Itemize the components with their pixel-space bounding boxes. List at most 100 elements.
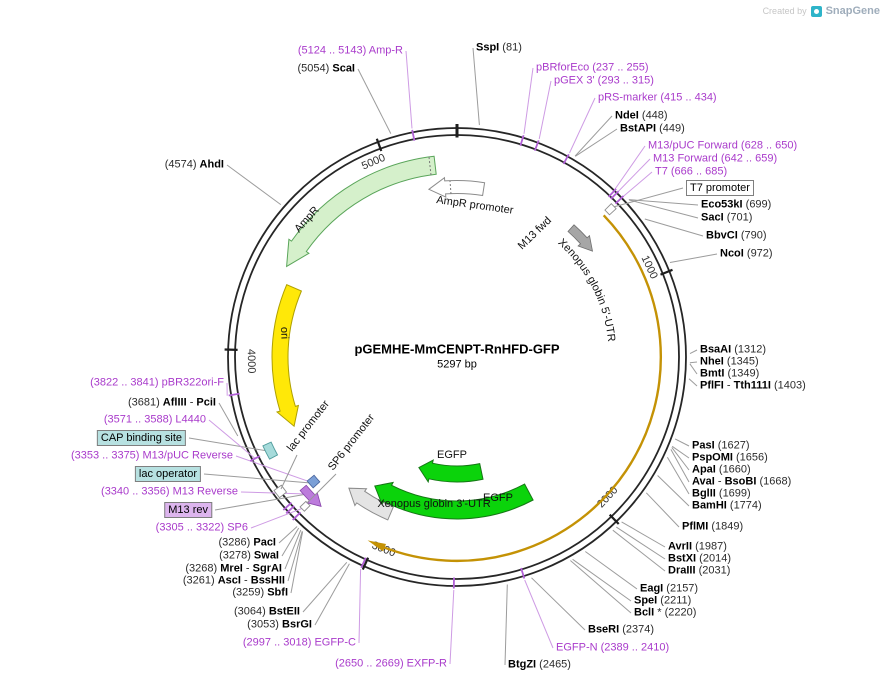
callout-line [405,50,413,129]
ampr-boundary-dash [428,156,432,176]
lac-operator-mark [306,474,321,489]
callout-line [689,349,698,355]
callout-line [689,363,698,375]
callout-line [574,115,613,157]
plasmid-name: pGEMHE-MmCENPT-RnHFD-GFP [354,341,560,357]
callout-line [674,438,690,447]
callout-line [281,527,300,557]
callout-line [688,378,698,387]
primer-site-tick [533,140,540,152]
callout-line [358,569,362,644]
cap-binding-site-mark [262,441,279,460]
callout-line [671,445,690,459]
callout-line [570,560,632,614]
primer-site-tick [249,455,261,462]
ampr-arrow [286,155,437,268]
primer-site-tick [228,392,240,397]
created-by-text: Created by [762,6,807,16]
transcript-arc [380,214,663,563]
callout-line [611,187,684,208]
callout-line [250,506,306,529]
lac-promoter-leader-line [280,454,298,490]
sp6-promoter-leader-line [306,473,337,504]
callout-line [449,589,455,665]
primer-site-tick [285,505,295,514]
callout-line [670,449,690,483]
callout-line [278,526,298,544]
snapgene-logo-icon [810,5,822,17]
callout-line [235,455,314,484]
sp6-promoter-label: SP6 promoter [326,412,377,473]
callout-line [669,253,718,263]
callout-line [611,145,646,194]
callout-line [645,492,680,528]
t7-promoter-mark [604,203,617,216]
m13-rev-arrow [299,484,322,507]
callout-line [614,158,651,196]
backbone-tick [375,138,383,152]
primer-site-tick [607,188,617,198]
backbone-tick [660,268,673,276]
lac-promoter-mark [273,484,288,499]
callout-line [357,68,392,134]
ori-arrow [271,284,303,428]
callout-line [644,218,704,237]
callout-line [290,531,304,594]
primer-site-tick [360,557,367,569]
primer-site-tick [610,190,620,200]
tick-marks-layer [224,124,673,571]
egfp-inner-label: EGFP [437,449,467,461]
backbone-tick [361,557,370,571]
transcript-arc-arrowhead [367,540,386,552]
callout-line [585,551,638,590]
primer-site-tick [411,129,416,141]
plasmid-title-block: pGEMHE-MmCENPT-RnHFD-GFP 5297 bp [354,341,559,370]
callout-line [524,579,554,649]
primer-site-tick [292,511,302,521]
snapgene-brand-text: SnapGene [825,5,880,17]
callout-line [572,558,632,602]
m13-fwd-arrow [567,224,594,252]
egfp-outer-arrow [374,481,534,520]
callout-line [538,80,552,140]
callout-lines-layer [188,47,718,666]
callout-line [214,493,308,511]
callout-line [314,563,350,626]
callout-line [226,164,282,206]
features-layer [262,155,663,563]
primer-site-tick [562,153,570,165]
callout-line [218,402,239,437]
callout-line [287,531,303,582]
xenopus-globin-3utr-label: Xenopus globin 3'-UTR [377,498,490,510]
callout-line [612,529,666,572]
primer-site-tick [282,502,293,511]
callout-line [616,526,666,560]
tick-label: 4000 [245,349,257,374]
callout-line [689,361,698,364]
egfp-outer-label: EGFP [483,492,513,504]
callout-line [531,577,586,631]
xenopus-globin-3utr-arrow [348,487,394,521]
callout-line [504,584,508,666]
callout-line [523,67,534,134]
ampr-promoter-label: AmpR promoter [436,194,515,217]
callout-line [621,521,666,548]
callout-line [302,561,348,613]
xenopus-globin-5utr-label: Xenopus globin 5'-UTR [556,236,618,342]
tick-label: 2000 [595,484,620,510]
callout-line [619,171,653,201]
callout-line [629,199,699,219]
callout-line [671,447,690,471]
m13-fwd-label: M13 fwd [516,215,554,253]
primer-site-tick [519,135,525,147]
callout-line [472,47,480,126]
callout-line [240,491,308,495]
ampr-promoter-arrow [427,176,486,198]
egfp-inner-arrow [418,459,484,484]
sp6-promoter-mark [299,500,311,512]
primer-site-tick [520,567,526,579]
callout-line [575,128,618,157]
callout-line [208,419,256,459]
